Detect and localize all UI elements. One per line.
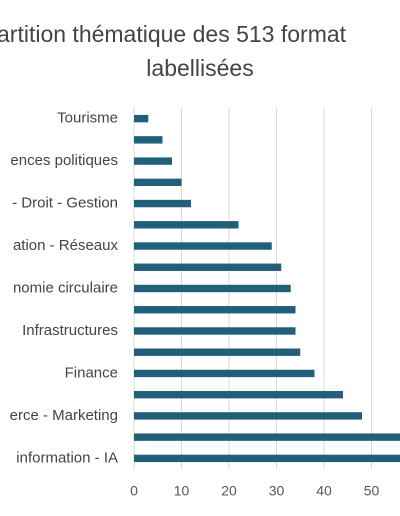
bar (134, 221, 239, 229)
chart-title: artition thématique des 513 format (0, 21, 347, 47)
bar (134, 157, 172, 165)
y-tick-label: ation - Réseaux (13, 237, 119, 254)
x-tick-label: 10 (174, 483, 190, 499)
bar (134, 412, 362, 420)
y-tick-label: ences politiques (10, 152, 118, 169)
bar (134, 454, 400, 463)
x-tick-label: 50 (364, 483, 380, 499)
bar (134, 348, 301, 356)
y-tick-label: Tourisme (57, 110, 118, 127)
bar (134, 242, 272, 250)
y-tick-label: nomie circulaire (13, 279, 118, 296)
y-tick-label: Finance (65, 364, 118, 381)
bar (134, 199, 191, 208)
bar (134, 390, 343, 399)
y-tick-label: erce - Marketing (10, 407, 118, 424)
x-tick-label: 20 (221, 483, 237, 499)
bar (134, 369, 315, 378)
bar (134, 306, 296, 314)
x-tick-label: 30 (269, 483, 285, 499)
chart-title: labellisées (146, 55, 253, 81)
x-tick-label: 40 (316, 483, 332, 499)
bar (134, 263, 282, 271)
bar (134, 284, 291, 293)
x-tick-label: 0 (130, 483, 138, 499)
y-tick-label: information - IA (16, 449, 118, 466)
y-tick-label: - Droit - Gestion (12, 195, 118, 212)
bar (134, 327, 296, 335)
bar (134, 178, 182, 187)
bar (134, 433, 400, 441)
bar (134, 136, 163, 144)
y-tick-label: Infrastructures (22, 322, 118, 339)
bar (134, 114, 149, 123)
